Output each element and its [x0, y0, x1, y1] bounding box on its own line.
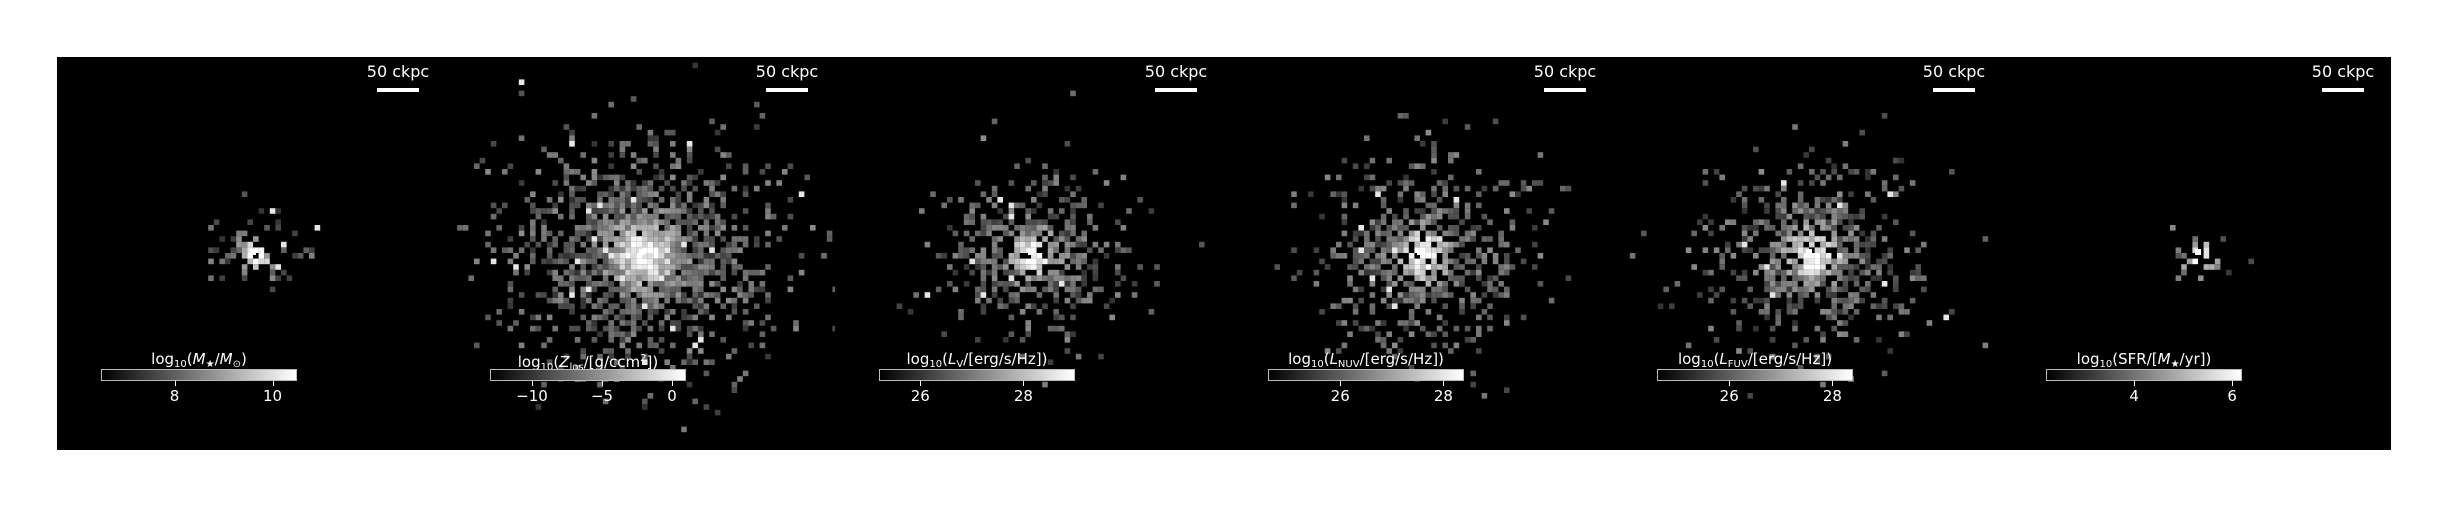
- scalebar: 50 ckpc: [362, 63, 434, 92]
- galaxy-image: [457, 62, 835, 433]
- map-panel-v-band: 50 ckpc log10(LV/[erg/s/Hz]) 26 28: [835, 57, 1224, 450]
- scalebar-label: 50 ckpc: [2311, 62, 2375, 81]
- colorbar-gradient: [490, 369, 686, 381]
- scalebar-label: 50 ckpc: [1533, 62, 1597, 81]
- colorbar-tick: [672, 381, 673, 386]
- scalebar: 50 ckpc: [751, 63, 823, 92]
- galaxy-image: [2170, 225, 2254, 281]
- colorbar-tick-label: −5: [590, 387, 614, 405]
- colorbar-tick: [2134, 381, 2136, 386]
- colorbar-tick-label: 10: [262, 387, 283, 405]
- colorbar-tick-label: 4: [2129, 387, 2139, 405]
- figure-panel-row: 50 ckpc log10(M★/M⊙) 8 10 50 ckpc log10(Zlos/…: [57, 57, 2391, 450]
- colorbar-gradient: [2046, 369, 2242, 381]
- colorbar-tick: [602, 381, 603, 386]
- scalebar-label: 50 ckpc: [1922, 62, 1986, 81]
- scalebar-line: [2322, 88, 2364, 92]
- colorbar-tick: [532, 381, 533, 386]
- colorbar-label: log10(SFR/[M★/yr]): [2076, 350, 2212, 370]
- galaxy-image: [208, 191, 321, 293]
- scalebar: 50 ckpc: [1918, 63, 1990, 92]
- colorbar-tick-label: 28: [1013, 387, 1033, 405]
- colorbar-label: log10(Zlos/[g/ccm2]): [517, 353, 659, 373]
- colorbar-tick-label: −10: [516, 387, 548, 405]
- map-panel-stellar-mass: 50 ckpc log10(M★/M⊙) 8 10: [57, 57, 446, 450]
- colorbar-tick-label: 28: [1433, 387, 1453, 405]
- colorbar-gradient: [879, 369, 1075, 381]
- colorbar-tick: [2232, 381, 2234, 386]
- colorbar-tick-label: 26: [1330, 387, 1350, 405]
- colorbar-tick: [1443, 381, 1445, 386]
- colorbar-tick: [174, 381, 176, 386]
- colorbar-tick-label: 0: [667, 387, 677, 405]
- map-panel-nuv: 50 ckpc log10(LNUV/[erg/s/Hz]) 26 28: [1224, 57, 1613, 450]
- map-panel-fuv: 50 ckpc log10(LFUV/[erg/s/Hz]) 26 28: [1613, 57, 2002, 450]
- map-panel-metallicity: 50 ckpc log10(Zlos/[g/ccm2]) −10 −5 0: [446, 57, 835, 450]
- colorbar-tick: [1340, 381, 1342, 386]
- colorbar-label: log10(LV/[erg/s/Hz]): [906, 350, 1048, 370]
- colorbar-gradient: [1268, 369, 1464, 381]
- colorbar-tick: [272, 381, 274, 386]
- scalebar-label: 50 ckpc: [755, 62, 819, 81]
- scalebar-label: 50 ckpc: [366, 62, 430, 81]
- colorbar-label: log10(M★/M⊙): [151, 350, 247, 370]
- colorbar-tick-label: 6: [2227, 387, 2237, 405]
- colorbar-gradient: [101, 369, 297, 381]
- map-panel-sfr: 50 ckpc log10(SFR/[M★/yr]) 4 6: [2002, 57, 2391, 450]
- scalebar-line: [1933, 88, 1975, 92]
- galaxy-image: [1274, 113, 1572, 399]
- colorbar-tick: [1023, 381, 1025, 386]
- scalebar: 50 ckpc: [1529, 63, 1601, 92]
- scalebar-line: [377, 88, 419, 92]
- colorbar-tick-label: 8: [169, 387, 180, 405]
- scalebar-line: [1155, 88, 1197, 92]
- scalebar-label: 50 ckpc: [1144, 62, 1208, 81]
- scalebar-line: [766, 88, 808, 92]
- colorbar-label: log10(LNUV/[erg/s/Hz]): [1288, 350, 1444, 370]
- colorbar-gradient: [1657, 369, 1853, 381]
- galaxy-image: [1629, 113, 1989, 399]
- scalebar-line: [1544, 88, 1586, 92]
- colorbar-tick: [1729, 381, 1731, 386]
- colorbar-tick: [920, 381, 922, 386]
- colorbar-tick-label: 28: [1822, 387, 1842, 405]
- galaxy-image: [896, 90, 1205, 388]
- colorbar-tick-label: 26: [1719, 387, 1739, 405]
- colorbar-label: log10(LFUV/[erg/s/Hz]): [1677, 350, 1833, 370]
- scalebar: 50 ckpc: [2307, 63, 2379, 92]
- colorbar-tick-label: 26: [910, 387, 930, 405]
- scalebar: 50 ckpc: [1140, 63, 1212, 92]
- colorbar-tick: [1832, 381, 1834, 386]
